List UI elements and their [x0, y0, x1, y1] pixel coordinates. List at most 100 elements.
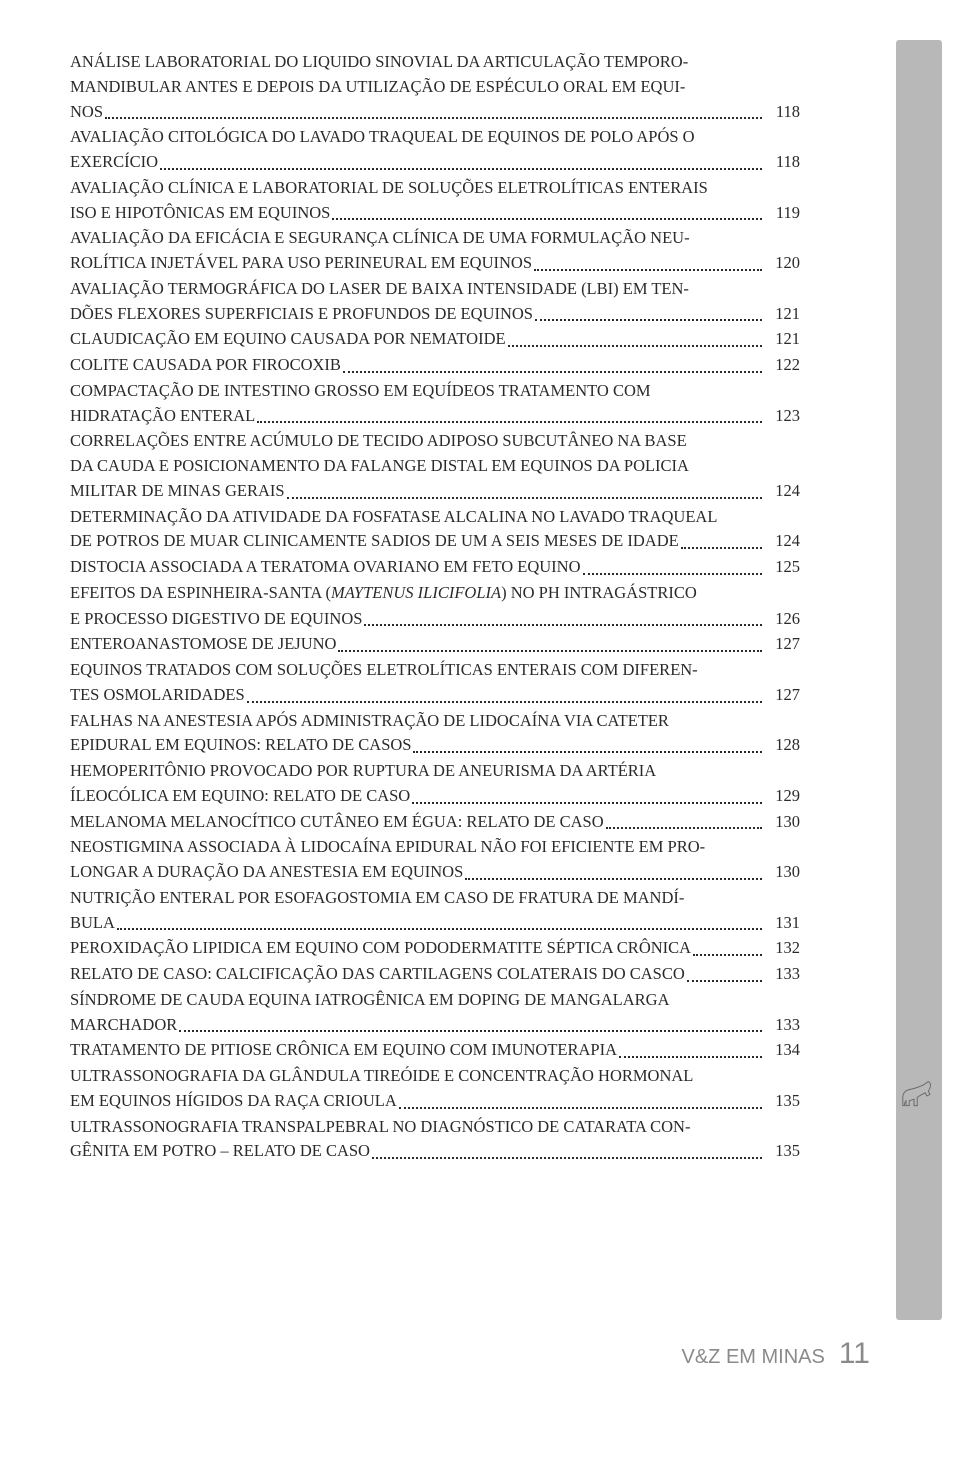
toc-entry-line: ULTRASSONOGRAFIA TRANSPALPEBRAL NO DIAGN…: [70, 1115, 800, 1140]
toc-page-number: 129: [764, 784, 800, 809]
toc-entry-title: ÍLEOCÓLICA EM EQUINO: RELATO DE CASO: [70, 784, 410, 809]
toc-dots: [364, 624, 762, 626]
toc-entry-lastline: MELANOMA MELANOCÍTICO CUTÂNEO EM ÉGUA: R…: [70, 810, 800, 835]
toc-entry: NEOSTIGMINA ASSOCIADA À LIDOCAÍNA EPIDUR…: [70, 835, 800, 885]
toc-page-number: 118: [764, 100, 800, 125]
sidebar-label: SUMÁRIO: [906, 1320, 940, 1476]
toc-entry: FALHAS NA ANESTESIA APÓS ADMINISTRAÇÃO D…: [70, 709, 800, 759]
toc-dots: [681, 547, 762, 549]
toc-entry-lastline: MILITAR DE MINAS GERAIS 124: [70, 479, 800, 504]
toc-entry-title: EPIDURAL EM EQUINOS: RELATO DE CASOS: [70, 733, 411, 758]
toc-entry: ULTRASSONOGRAFIA TRANSPALPEBRAL NO DIAGN…: [70, 1115, 800, 1165]
toc-entry-line: EFEITOS DA ESPINHEIRA-SANTA (MAYTENUS IL…: [70, 581, 800, 606]
toc-entry-title: GÊNITA EM POTRO – RELATO DE CASO: [70, 1139, 370, 1164]
toc-entry: AVALIAÇÃO CLÍNICA E LABORATORIAL DE SOLU…: [70, 176, 800, 226]
toc-dots: [287, 497, 762, 499]
toc-entry-title: MELANOMA MELANOCÍTICO CUTÂNEO EM ÉGUA: R…: [70, 810, 604, 835]
toc-entry-lastline: ENTEROANASTOMOSE DE JEJUNO127: [70, 632, 800, 657]
toc-entry: HEMOPERITÔNIO PROVOCADO POR RUPTURA DE A…: [70, 759, 800, 809]
toc-entry-lastline: BULA131: [70, 911, 800, 936]
toc-entry-lastline: LONGAR A DURAÇÃO DA ANESTESIA EM EQUINOS…: [70, 860, 800, 885]
toc-entry-line: SÍNDROME DE CAUDA EQUINA IATROGÊNICA EM …: [70, 988, 800, 1013]
toc-dots: [338, 650, 762, 652]
toc-dots: [465, 878, 762, 880]
footer: V&Z EM MINAS 11: [681, 1337, 870, 1371]
toc-entry-title: LONGAR A DURAÇÃO DA ANESTESIA EM EQUINOS: [70, 860, 463, 885]
toc-dots: [332, 218, 762, 220]
toc-entry-lastline: ÍLEOCÓLICA EM EQUINO: RELATO DE CASO 129: [70, 784, 800, 809]
toc-page-number: 119: [764, 201, 800, 226]
toc-entry-title: EXERCÍCIO: [70, 150, 158, 175]
toc-entry: SÍNDROME DE CAUDA EQUINA IATROGÊNICA EM …: [70, 988, 800, 1038]
toc-entry-line: MANDIBULAR ANTES E DEPOIS DA UTILIZAÇÃO …: [70, 75, 800, 100]
toc-page-number: 123: [764, 404, 800, 429]
toc-entry-line: AVALIAÇÃO CLÍNICA E LABORATORIAL DE SOLU…: [70, 176, 800, 201]
toc-entry: EQUINOS TRATADOS COM SOLUÇÕES ELETROLÍTI…: [70, 658, 800, 708]
toc-entry: DETERMINAÇÃO DA ATIVIDADE DA FOSFATASE A…: [70, 505, 800, 555]
toc-entry-title: CLAUDICAÇÃO EM EQUINO CAUSADA POR NEMATO…: [70, 327, 506, 352]
toc-entry: CORRELAÇÕES ENTRE ACÚMULO DE TECIDO ADIP…: [70, 429, 800, 503]
toc-entry: ANÁLISE LABORATORIAL DO LIQUIDO SINOVIAL…: [70, 50, 800, 124]
toc-page-number: 128: [764, 733, 800, 758]
toc-entry: DISTOCIA ASSOCIADA A TERATOMA OVARIANO E…: [70, 555, 800, 580]
toc-entry-title: RELATO DE CASO: CALCIFICAÇÃO DAS CARTILA…: [70, 962, 685, 987]
toc-entry-lastline: COLITE CAUSADA POR FIROCOXIB122: [70, 353, 800, 378]
toc-entry: AVALIAÇÃO DA EFICÁCIA E SEGURANÇA CLÍNIC…: [70, 226, 800, 276]
toc-entry-lastline: EPIDURAL EM EQUINOS: RELATO DE CASOS 128: [70, 733, 800, 758]
toc-entry-line: AVALIAÇÃO CITOLÓGICA DO LAVADO TRAQUEAL …: [70, 125, 800, 150]
toc-entry-line: COMPACTAÇÃO DE INTESTINO GROSSO EM EQUÍD…: [70, 379, 800, 404]
toc-entry: AVALIAÇÃO TERMOGRÁFICA DO LASER DE BAIXA…: [70, 277, 800, 327]
toc-page-number: 124: [764, 479, 800, 504]
toc-entry-lastline: E PROCESSO DIGESTIVO DE EQUINOS 126: [70, 607, 800, 632]
toc-entry: AVALIAÇÃO CITOLÓGICA DO LAVADO TRAQUEAL …: [70, 125, 800, 175]
toc-entry-lastline: TRATAMENTO DE PITIOSE CRÔNICA EM EQUINO …: [70, 1038, 800, 1063]
toc-entry-line: AVALIAÇÃO TERMOGRÁFICA DO LASER DE BAIXA…: [70, 277, 800, 302]
toc-page-number: 121: [764, 302, 800, 327]
toc-page-number: 118: [764, 150, 800, 175]
toc-entry: ENTEROANASTOMOSE DE JEJUNO127: [70, 632, 800, 657]
toc-entry-lastline: NOS118: [70, 100, 800, 125]
toc-entry: PEROXIDAÇÃO LIPIDICA EM EQUINO COM PODOD…: [70, 936, 800, 961]
toc-entry-line: ULTRASSONOGRAFIA DA GLÂNDULA TIREÓIDE E …: [70, 1064, 800, 1089]
toc-dots: [179, 1030, 762, 1032]
horse-icon: [898, 1080, 938, 1112]
toc-page-number: 124: [764, 529, 800, 554]
toc-entry-lastline: MARCHADOR133: [70, 1013, 800, 1038]
toc-page-number: 130: [764, 810, 800, 835]
toc-page-number: 120: [764, 251, 800, 276]
toc-entry-title: E PROCESSO DIGESTIVO DE EQUINOS: [70, 607, 362, 632]
toc-entry-line: NEOSTIGMINA ASSOCIADA À LIDOCAÍNA EPIDUR…: [70, 835, 800, 860]
toc-entry-lastline: ROLÍTICA INJETÁVEL PARA USO PERINEURAL E…: [70, 251, 800, 276]
toc-entry-title: MARCHADOR: [70, 1013, 177, 1038]
toc-entry-line: DA CAUDA E POSICIONAMENTO DA FALANGE DIS…: [70, 454, 800, 479]
toc-entry: CLAUDICAÇÃO EM EQUINO CAUSADA POR NEMATO…: [70, 327, 800, 352]
toc-entry: EFEITOS DA ESPINHEIRA-SANTA (MAYTENUS IL…: [70, 581, 800, 606]
toc-page: ANÁLISE LABORATORIAL DO LIQUIDO SINOVIAL…: [0, 0, 870, 1225]
toc-entry-line: ANÁLISE LABORATORIAL DO LIQUIDO SINOVIAL…: [70, 50, 800, 75]
toc-entry-title: MILITAR DE MINAS GERAIS: [70, 479, 285, 504]
toc-entry-lastline: EXERCÍCIO 118: [70, 150, 800, 175]
toc-dots: [687, 980, 762, 982]
toc-entry-lastline: PEROXIDAÇÃO LIPIDICA EM EQUINO COM PODOD…: [70, 936, 800, 961]
toc-entry-line: FALHAS NA ANESTESIA APÓS ADMINISTRAÇÃO D…: [70, 709, 800, 734]
toc-entry-title: ROLÍTICA INJETÁVEL PARA USO PERINEURAL E…: [70, 251, 532, 276]
toc-entry-title: BULA: [70, 911, 115, 936]
toc-dots: [693, 954, 762, 956]
toc-entry-title: DISTOCIA ASSOCIADA A TERATOMA OVARIANO E…: [70, 555, 581, 580]
toc-page-number: 126: [764, 607, 800, 632]
toc-entry-lastline: DISTOCIA ASSOCIADA A TERATOMA OVARIANO E…: [70, 555, 800, 580]
toc-entry-lastline: GÊNITA EM POTRO – RELATO DE CASO135: [70, 1139, 800, 1164]
toc-dots: [105, 117, 762, 119]
toc-dots: [619, 1056, 762, 1058]
toc-page-number: 133: [764, 962, 800, 987]
toc-entry-lastline: DE POTROS DE MUAR CLINICAMENTE SADIOS DE…: [70, 529, 800, 554]
toc-entry-lastline: HIDRATAÇÃO ENTERAL123: [70, 404, 800, 429]
toc-dots: [534, 269, 762, 271]
toc-page-number: 122: [764, 353, 800, 378]
toc-entry-title: ISO E HIPOTÔNICAS EM EQUINOS: [70, 201, 330, 226]
toc-entry-lastline: DÕES FLEXORES SUPERFICIAIS E PROFUNDOS D…: [70, 302, 800, 327]
toc-dots: [343, 371, 762, 373]
toc-dots: [257, 421, 762, 423]
toc-dots: [412, 802, 762, 804]
toc-dots: [508, 345, 762, 347]
